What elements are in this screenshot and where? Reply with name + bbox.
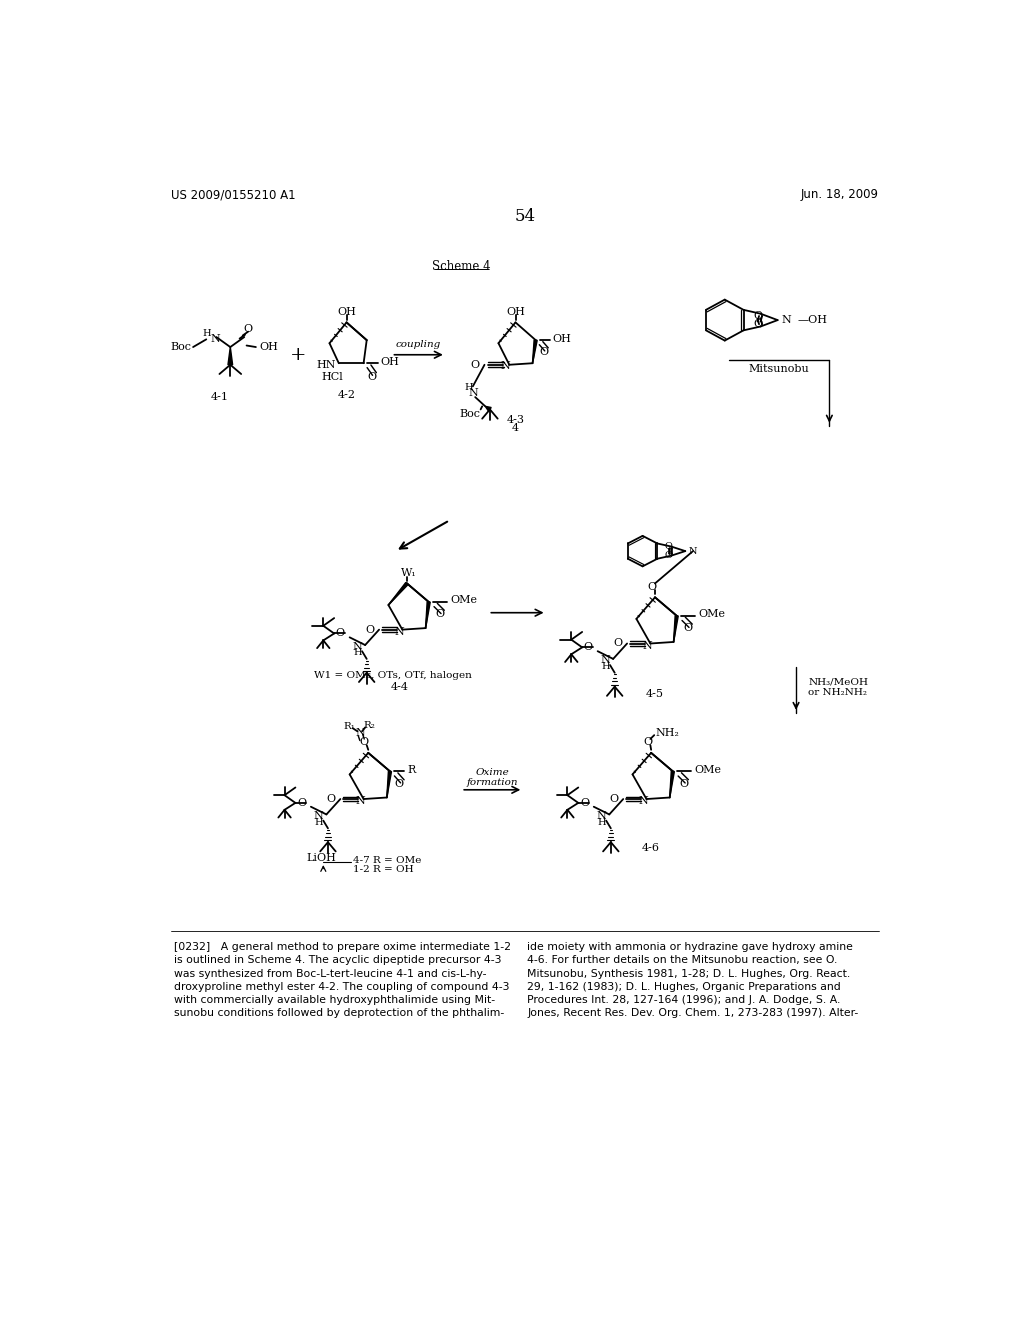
Text: OMe: OMe	[698, 610, 725, 619]
Text: O: O	[336, 628, 345, 639]
Text: OH: OH	[506, 306, 525, 317]
Text: 4: 4	[512, 422, 519, 433]
Text: W1 = OMs, OTs, OTf, halogen: W1 = OMs, OTs, OTf, halogen	[314, 672, 472, 680]
Polygon shape	[485, 407, 492, 412]
Polygon shape	[674, 615, 678, 642]
Text: Oxime
formation: Oxime formation	[467, 768, 518, 787]
Text: N: N	[688, 546, 697, 556]
Text: O: O	[580, 797, 589, 808]
Text: N: N	[352, 642, 362, 652]
Text: H: H	[597, 817, 606, 826]
Text: N: N	[355, 727, 366, 738]
Polygon shape	[228, 347, 232, 364]
Text: Mitsunobu: Mitsunobu	[749, 364, 809, 375]
Text: R₁: R₁	[344, 722, 355, 731]
Text: 4-2: 4-2	[338, 389, 355, 400]
Text: O: O	[359, 737, 369, 747]
Text: O: O	[327, 795, 336, 804]
Text: N: N	[600, 656, 610, 665]
Text: OH: OH	[337, 306, 356, 317]
Text: OMe: OMe	[451, 595, 477, 606]
Text: US 2009/0155210 A1: US 2009/0155210 A1	[171, 187, 295, 201]
Text: 4-5: 4-5	[646, 689, 664, 700]
Text: W₁: W₁	[400, 569, 417, 578]
Text: O: O	[613, 639, 623, 648]
Text: O: O	[643, 737, 652, 747]
Text: R₂: R₂	[364, 721, 376, 730]
Text: H: H	[314, 817, 323, 826]
Text: NH₂: NH₂	[655, 727, 680, 738]
Text: +: +	[290, 346, 307, 364]
Text: O: O	[366, 624, 375, 635]
Text: N: N	[781, 315, 792, 325]
Text: Boc: Boc	[460, 409, 480, 418]
Text: OMe: OMe	[694, 764, 722, 775]
Text: Boc: Boc	[171, 342, 191, 352]
Text: O: O	[665, 543, 672, 550]
Text: N: N	[639, 796, 648, 807]
Text: OH: OH	[553, 334, 571, 343]
Text: H: H	[202, 330, 211, 338]
Text: N: N	[468, 388, 478, 399]
Text: H: H	[353, 648, 361, 657]
Text: Scheme 4: Scheme 4	[432, 260, 490, 273]
Text: Jun. 18, 2009: Jun. 18, 2009	[801, 187, 879, 201]
Text: O: O	[683, 623, 692, 634]
Polygon shape	[388, 582, 409, 605]
Text: 4-4: 4-4	[390, 681, 409, 692]
Text: O: O	[297, 797, 306, 808]
Text: NH₃/MeOH: NH₃/MeOH	[809, 677, 868, 686]
Polygon shape	[670, 771, 675, 797]
Text: N: N	[596, 810, 606, 821]
Text: N: N	[210, 334, 220, 343]
Text: O: O	[753, 310, 762, 321]
Text: O: O	[244, 325, 253, 334]
Text: O: O	[665, 552, 672, 560]
Text: HN: HN	[316, 360, 336, 370]
Text: N: N	[501, 362, 510, 371]
Text: 54: 54	[514, 207, 536, 224]
Text: OH: OH	[381, 356, 399, 367]
Text: R: R	[407, 764, 416, 775]
Text: OH: OH	[260, 342, 279, 352]
Text: N: N	[642, 640, 652, 651]
Text: 4-6: 4-6	[642, 843, 660, 853]
Polygon shape	[426, 602, 430, 628]
Text: N: N	[355, 796, 366, 807]
Text: O: O	[584, 643, 593, 652]
Text: ide moiety with ammonia or hydrazine gave hydroxy amine
4-6. For further details: ide moiety with ammonia or hydrazine gav…	[527, 942, 858, 1018]
Text: H: H	[464, 383, 472, 392]
Text: 4-7 R = OMe: 4-7 R = OMe	[352, 857, 421, 865]
Text: 1-2 R = OH: 1-2 R = OH	[352, 865, 414, 874]
Text: O: O	[540, 347, 549, 356]
Text: HCl: HCl	[322, 372, 343, 381]
Text: O: O	[394, 779, 403, 788]
Text: H: H	[601, 663, 609, 671]
Text: O: O	[679, 779, 688, 788]
Text: [0232]   A general method to prepare oxime intermediate 1-2
is outlined in Schem: [0232] A general method to prepare oxime…	[174, 942, 512, 1018]
Polygon shape	[387, 771, 391, 797]
Text: 4-3: 4-3	[507, 416, 524, 425]
Text: N: N	[394, 627, 404, 638]
Text: coupling: coupling	[396, 341, 441, 350]
Text: O: O	[471, 360, 480, 370]
Text: LiOH: LiOH	[306, 853, 336, 862]
Text: N: N	[313, 810, 324, 821]
Text: or NH₂NH₂: or NH₂NH₂	[809, 688, 867, 697]
Text: O: O	[368, 372, 377, 381]
Polygon shape	[532, 341, 538, 363]
Text: O: O	[609, 795, 618, 804]
Text: O: O	[435, 610, 444, 619]
Text: O: O	[753, 319, 762, 330]
Text: —OH: —OH	[798, 315, 827, 325]
Text: O: O	[647, 582, 656, 591]
Text: 4-1: 4-1	[211, 392, 228, 403]
